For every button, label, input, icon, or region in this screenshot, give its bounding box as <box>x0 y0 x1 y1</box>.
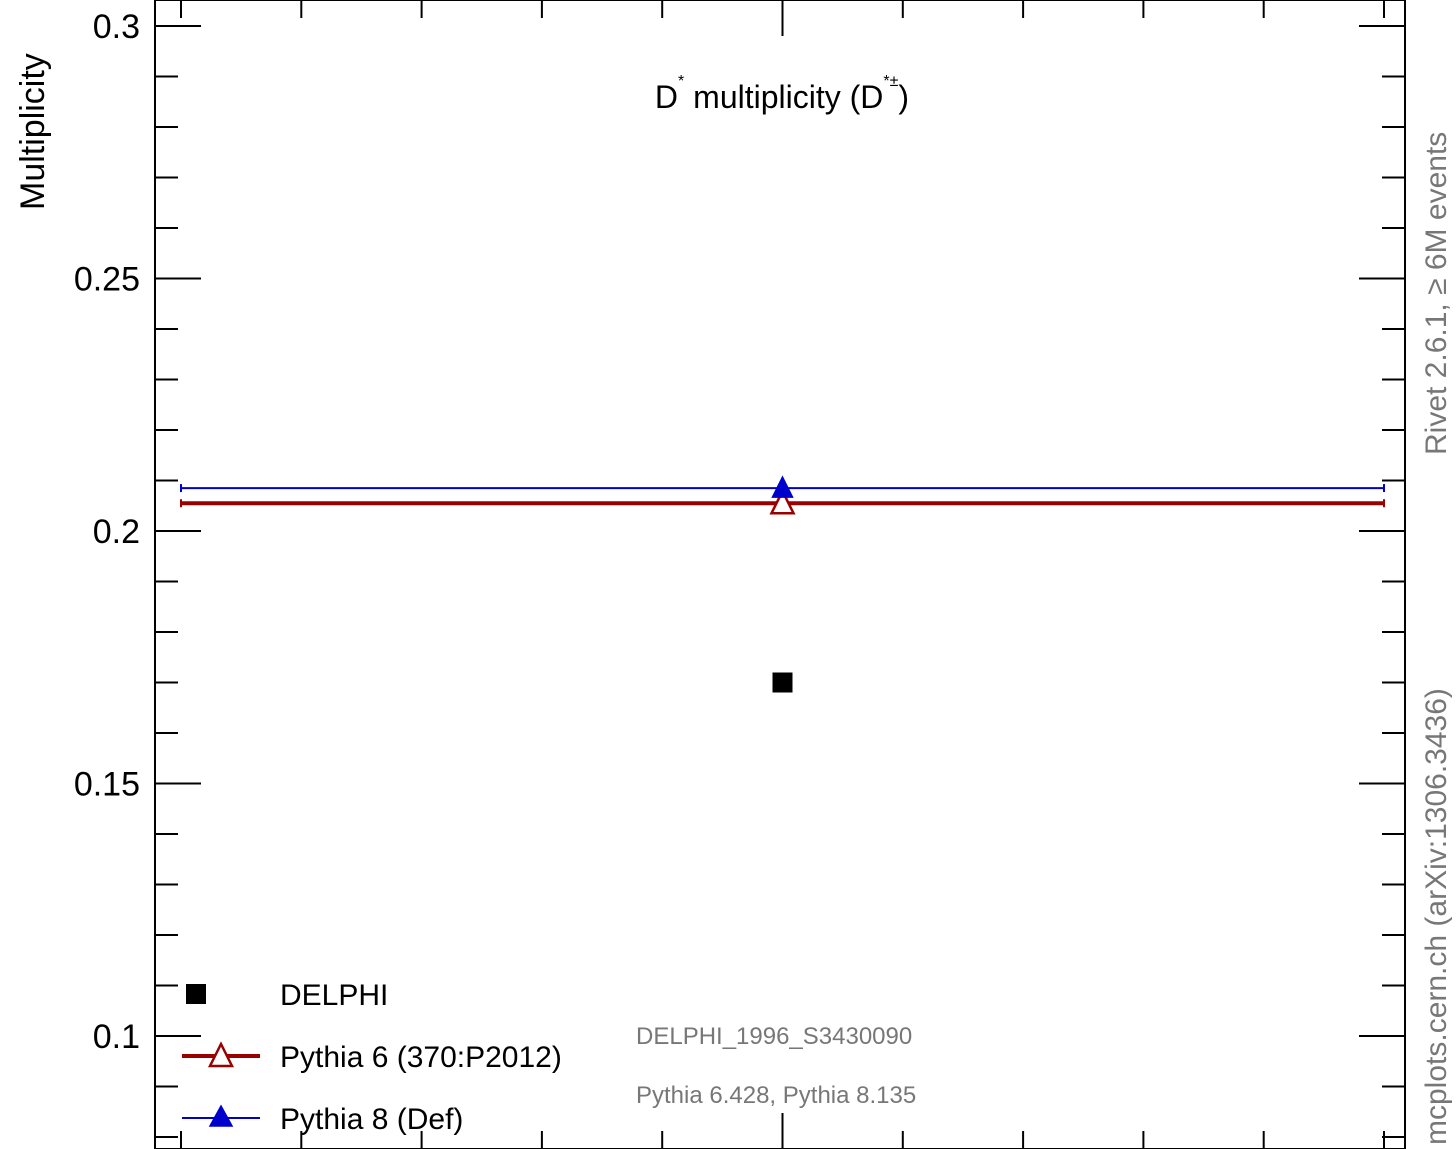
data-point-open-triangle <box>769 488 796 515</box>
legend: DELPHI Pythia 6 (370:P2012) Pythia 8 (De… <box>182 979 562 1136</box>
y-axis-label: Multiplicity <box>14 53 52 210</box>
legend-marker-pythia8 <box>208 1104 234 1127</box>
legend-label-pythia8: Pythia 8 (Def) <box>280 1103 463 1136</box>
data-point-square <box>772 672 793 693</box>
legend-marker-delphi <box>186 984 206 1004</box>
y-tick-label: 0.3 <box>93 8 140 46</box>
series-marks <box>180 475 1385 693</box>
chart-title: D* multiplicity (D*±) <box>655 73 909 115</box>
y-tick-label: 0.15 <box>74 766 140 804</box>
rivet-info: Rivet 2.6.1, ≥ 6M events <box>1420 132 1453 455</box>
legend-marker-pythia6 <box>207 1041 235 1068</box>
legend-label-delphi: DELPHI <box>280 979 388 1012</box>
plot-frame <box>154 0 1406 1149</box>
mcplots-credit: mcplots.cern.ch (arXiv:1306.3436) <box>1420 688 1453 1145</box>
analysis-name: DELPHI_1996_S3430090 <box>636 1023 912 1050</box>
y-tick-label: 0.2 <box>93 513 140 551</box>
data-point-filled-triangle <box>771 475 794 498</box>
legend-label-pythia6: Pythia 6 (370:P2012) <box>280 1041 562 1074</box>
y-tick-label: 0.25 <box>74 261 140 299</box>
x-axis-ticks <box>180 0 1385 1149</box>
generator-versions: Pythia 6.428, Pythia 8.135 <box>636 1082 916 1109</box>
y-tick-label: 0.1 <box>93 1018 140 1056</box>
y-axis-ticks <box>155 25 1405 1138</box>
